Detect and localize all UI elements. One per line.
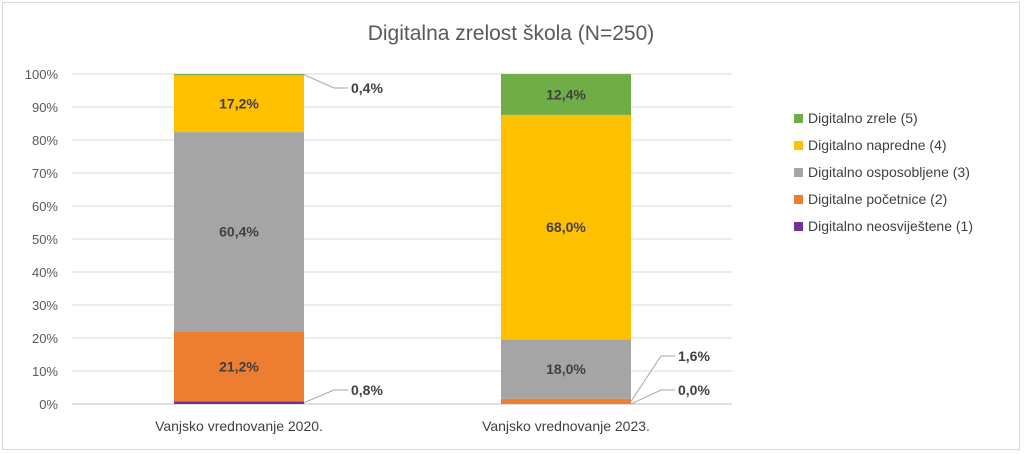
bar-segment <box>501 74 631 115</box>
chart-title: Digitalna zrelost škola (N=250) <box>368 22 655 45</box>
bar-segment <box>174 75 304 133</box>
bar-segment <box>501 114 631 340</box>
y-tick-label: 10% <box>32 364 58 379</box>
legend-label: Digitalno zrele (5) <box>808 110 918 126</box>
y-axis: 0% 10% 20% 30% 40% 50% 60% 70% 80% 90% 100% <box>25 67 59 412</box>
bar-segment <box>501 398 631 404</box>
y-tick-label: 50% <box>32 232 58 247</box>
legend: Digitalno zrele (5) Digitalno napredne (4… <box>794 110 973 234</box>
legend-swatch <box>794 168 803 177</box>
legend-label: Digitalno neosviještene (1) <box>808 218 973 234</box>
data-label: 0,8% <box>351 382 383 398</box>
x-category-label: Vanjsko vrednovanje 2020. <box>155 418 323 434</box>
legend-label: Digitalno osposobljene (3) <box>808 164 970 180</box>
gridlines <box>72 73 732 405</box>
legend-swatch <box>794 195 803 204</box>
legend-item: Digitalno neosviještene (1) <box>794 218 973 234</box>
data-label: 17,2% <box>219 96 259 112</box>
data-label: 1,6% <box>678 348 710 364</box>
x-axis: Vanjsko vrednovanje 2020. Vanjsko vrednov… <box>155 418 650 434</box>
legend-item: Digitalno napredne (4) <box>794 137 947 153</box>
legend-label: Digitalne početnice (2) <box>808 191 947 207</box>
legend-item: Digitalne početnice (2) <box>794 191 947 207</box>
y-tick-label: 70% <box>32 166 58 181</box>
bars <box>174 74 631 404</box>
y-tick-label: 80% <box>32 133 58 148</box>
leader-line <box>303 389 348 404</box>
bar-segment <box>174 331 304 402</box>
data-label: 0,4% <box>351 80 383 96</box>
y-tick-label: 30% <box>32 298 58 313</box>
y-tick-label: 20% <box>32 331 58 346</box>
data-label: 18,0% <box>546 361 586 377</box>
data-label: 0,0% <box>678 382 710 398</box>
data-label: 68,0% <box>546 219 586 235</box>
y-tick-label: 40% <box>32 265 58 280</box>
legend-label: Digitalno napredne (4) <box>808 137 947 153</box>
data-labels: 21,2% 60,4% 17,2% 0,8% 0,4% 18,0% 68,0% 12,4% 0,… <box>219 74 710 405</box>
y-tick-label: 60% <box>32 199 58 214</box>
legend-swatch <box>794 222 803 231</box>
y-tick-label: 100% <box>25 67 59 82</box>
y-tick-label: 90% <box>32 100 58 115</box>
y-tick-label: 0% <box>39 397 58 412</box>
leader-line <box>303 74 348 89</box>
bar-segment <box>174 401 304 404</box>
data-label: 60,4% <box>219 224 259 240</box>
bar-segment <box>174 74 304 76</box>
leader-line <box>630 355 675 402</box>
data-label: 21,2% <box>219 358 259 374</box>
legend-swatch <box>794 141 803 150</box>
bar-segment <box>174 132 304 332</box>
x-category-label: Vanjsko vrednovanje 2023. <box>482 418 650 434</box>
leader-line <box>630 389 675 405</box>
bar-segment <box>501 339 631 399</box>
data-label: 12,4% <box>546 86 586 102</box>
legend-swatch <box>794 114 803 123</box>
legend-item: Digitalno osposobljene (3) <box>794 164 970 180</box>
legend-item: Digitalno zrele (5) <box>794 110 918 126</box>
